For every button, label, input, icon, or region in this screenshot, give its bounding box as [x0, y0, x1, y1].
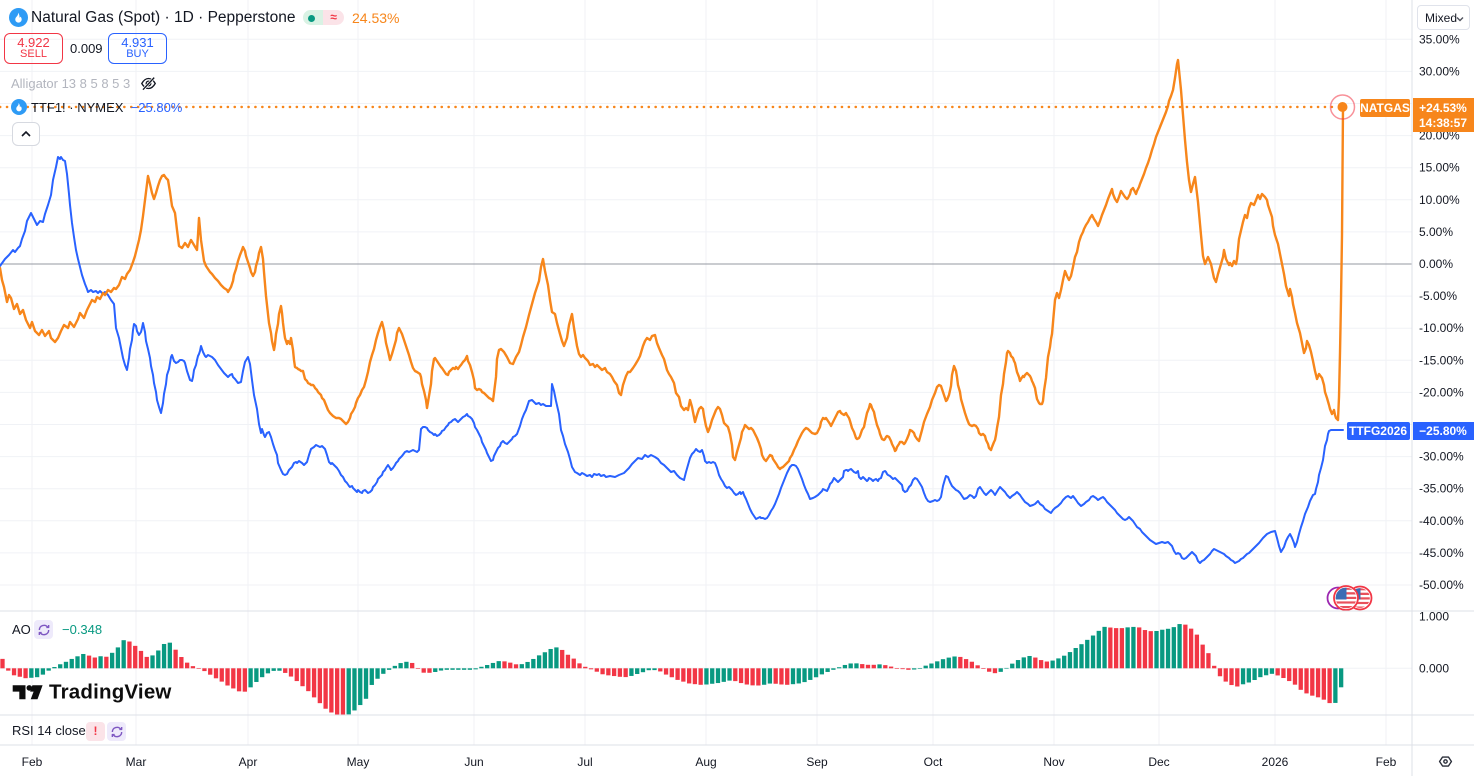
svg-text:-40.00%: -40.00%: [1419, 514, 1464, 528]
svg-text:TradingView: TradingView: [49, 681, 172, 704]
svg-text:Jun: Jun: [464, 755, 483, 769]
svg-text:10.00%: 10.00%: [1419, 193, 1460, 207]
svg-text:May: May: [347, 755, 370, 769]
svg-text:+24.53%: +24.53%: [1419, 101, 1467, 115]
svg-text:-10.00%: -10.00%: [1419, 321, 1464, 335]
svg-text:Dec: Dec: [1148, 755, 1169, 769]
svg-text:Feb: Feb: [1376, 755, 1397, 769]
svg-text:Sep: Sep: [806, 755, 828, 769]
svg-text:Apr: Apr: [239, 755, 258, 769]
svg-text:Feb: Feb: [22, 755, 43, 769]
svg-text:Jul: Jul: [577, 755, 592, 769]
svg-text:-45.00%: -45.00%: [1419, 546, 1464, 560]
svg-text:30.00%: 30.00%: [1419, 64, 1460, 78]
svg-text:-5.00%: -5.00%: [1419, 289, 1457, 303]
svg-text:5.00%: 5.00%: [1419, 225, 1453, 239]
svg-text:Oct: Oct: [924, 755, 943, 769]
svg-text:-20.00%: -20.00%: [1419, 385, 1464, 399]
svg-text:Aug: Aug: [695, 755, 716, 769]
svg-text:-30.00%: -30.00%: [1419, 450, 1464, 464]
svg-text:-35.00%: -35.00%: [1419, 482, 1464, 496]
svg-text:14:38:57: 14:38:57: [1419, 116, 1467, 130]
svg-text:1.000: 1.000: [1419, 610, 1449, 624]
svg-text:0.000: 0.000: [1419, 661, 1449, 675]
svg-text:Nov: Nov: [1043, 755, 1064, 769]
svg-text:15.00%: 15.00%: [1419, 161, 1460, 175]
svg-text:TTFG2026: TTFG2026: [1349, 424, 1407, 438]
svg-text:-15.00%: -15.00%: [1419, 353, 1464, 367]
svg-text:20.00%: 20.00%: [1419, 129, 1460, 143]
svg-text:-50.00%: -50.00%: [1419, 578, 1464, 592]
svg-text:−25.80%: −25.80%: [1419, 424, 1467, 438]
svg-text:2026: 2026: [1262, 755, 1289, 769]
svg-text:0.00%: 0.00%: [1419, 257, 1453, 271]
svg-text:35.00%: 35.00%: [1419, 32, 1460, 46]
svg-text:Mar: Mar: [126, 755, 147, 769]
svg-text:NATGAS: NATGAS: [1360, 101, 1410, 115]
